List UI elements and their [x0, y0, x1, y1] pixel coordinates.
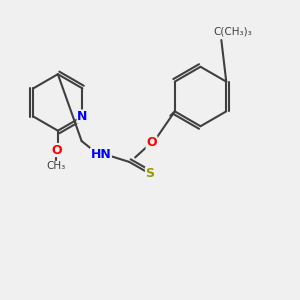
Text: CH₃: CH₃: [47, 161, 66, 171]
Text: C(CH₃)₃: C(CH₃)₃: [214, 26, 253, 36]
Text: N: N: [77, 110, 88, 123]
Text: S: S: [146, 167, 154, 180]
Text: O: O: [146, 136, 157, 149]
Text: HN: HN: [91, 148, 111, 161]
Text: O: O: [51, 143, 62, 157]
